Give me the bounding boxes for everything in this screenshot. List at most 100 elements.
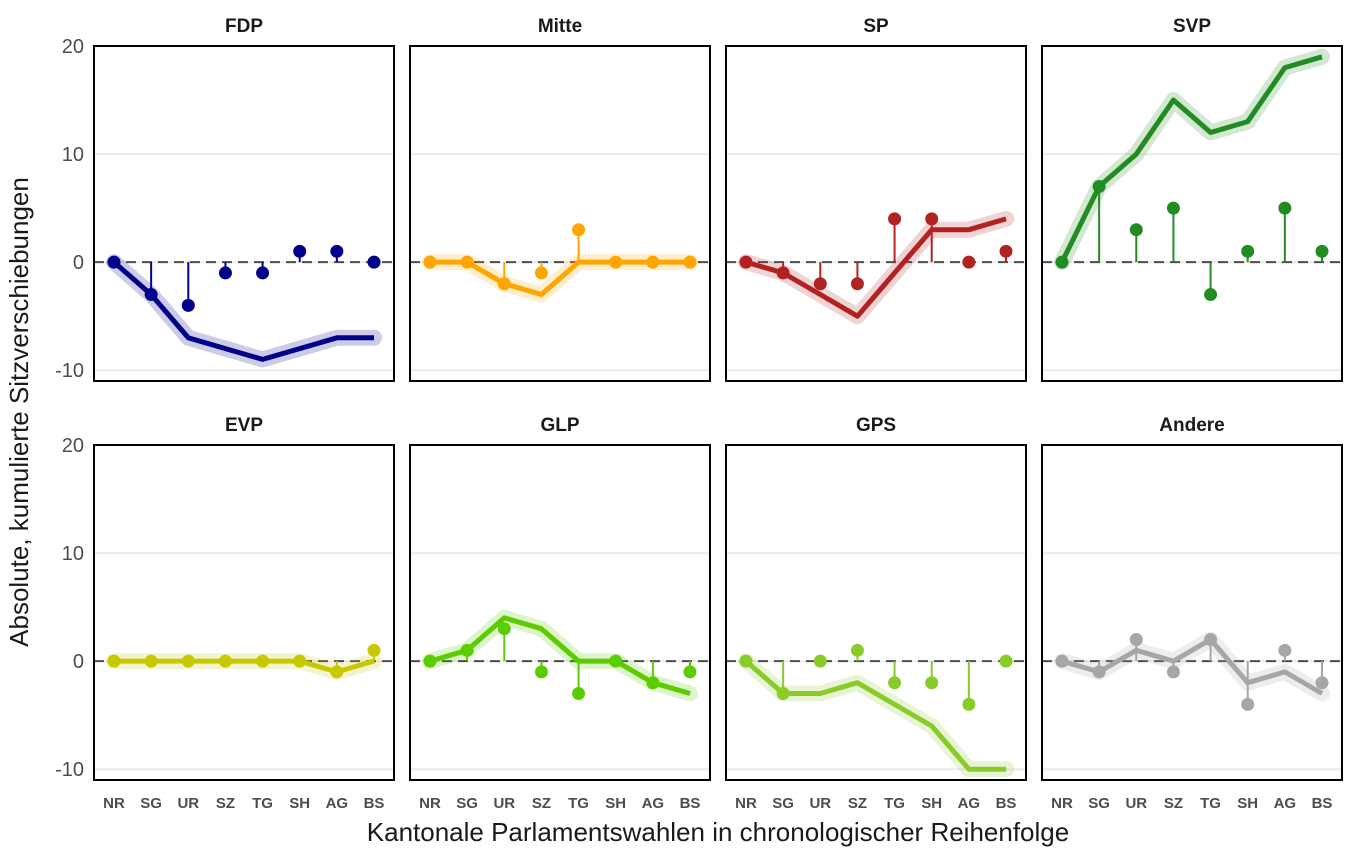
change-point xyxy=(1241,697,1255,711)
x-tick-label: BS xyxy=(364,795,385,812)
facet-panels: FDP 20 10 0 -10 Mitte SP SVP EVP 20 10 0 -10 NR SG UR SZ… xyxy=(55,16,1343,812)
change-point xyxy=(534,665,548,679)
change-point xyxy=(962,697,976,711)
change-point xyxy=(925,676,939,690)
x-tick-label: UR xyxy=(809,795,831,812)
panel-title-svp: SVP xyxy=(1173,16,1211,37)
x-tick-label: SZ xyxy=(1164,795,1183,812)
x-tick-label: BS xyxy=(996,795,1017,812)
x-tick-label: SZ xyxy=(216,795,235,812)
x-tick-label: NR xyxy=(735,795,757,812)
change-point xyxy=(367,643,381,657)
panel-border xyxy=(409,444,711,781)
change-point xyxy=(1055,255,1069,269)
x-tick-label: AG xyxy=(1274,795,1297,812)
change-point xyxy=(850,277,864,291)
x-tick-label: NR xyxy=(1051,795,1073,812)
y-tick-label: 0 xyxy=(73,651,84,673)
x-tick-label: TG xyxy=(884,795,905,812)
change-point xyxy=(330,244,344,258)
x-tick-label: TG xyxy=(252,795,273,812)
change-point xyxy=(683,665,697,679)
panel-border xyxy=(1041,444,1343,781)
change-point xyxy=(1204,288,1218,302)
change-point xyxy=(218,654,232,668)
change-point xyxy=(460,255,474,269)
cumulative-band xyxy=(106,254,382,368)
x-tick-label: UR xyxy=(1125,795,1147,812)
cumulative-line xyxy=(1061,637,1324,696)
panel-border xyxy=(725,45,1027,382)
change-point xyxy=(423,255,437,269)
y-tick-label: 0 xyxy=(73,252,84,274)
x-tick-label: AG xyxy=(642,795,665,812)
change-point xyxy=(813,277,827,291)
change-point xyxy=(999,654,1013,668)
panel-fdp: FDP 20 10 0 -10 xyxy=(55,16,395,382)
change-point xyxy=(776,687,790,701)
change-point xyxy=(1315,244,1329,258)
change-point xyxy=(460,643,474,657)
x-tick-label: SG xyxy=(772,795,794,812)
change-point xyxy=(962,255,976,269)
x-tick-label: SH xyxy=(921,795,942,812)
change-point xyxy=(1166,201,1180,215)
y-tick-label: -10 xyxy=(55,759,84,781)
cumulative-line xyxy=(1059,54,1323,264)
change-point xyxy=(107,654,121,668)
x-tick-label: SG xyxy=(456,795,478,812)
change-point xyxy=(1129,223,1143,237)
change-point xyxy=(850,643,864,657)
panel-mitte: Mitte xyxy=(409,16,711,382)
change-point xyxy=(144,288,158,302)
x-tick-label: SH xyxy=(605,795,626,812)
change-point xyxy=(1278,643,1292,657)
change-point xyxy=(572,223,586,237)
change-point xyxy=(572,687,586,701)
x-tick-label: SZ xyxy=(848,795,867,812)
change-point xyxy=(1092,665,1106,679)
change-point xyxy=(1092,179,1106,193)
change-point xyxy=(1204,633,1218,647)
change-point xyxy=(293,654,307,668)
change-point xyxy=(888,212,902,226)
x-tick-label: SG xyxy=(140,795,162,812)
change-point xyxy=(646,255,660,269)
change-point xyxy=(776,266,790,280)
x-tick-label: NR xyxy=(103,795,125,812)
change-point xyxy=(367,255,381,269)
cumulative-line xyxy=(745,216,1007,319)
x-tick-label: BS xyxy=(1312,795,1333,812)
panel-title-fdp: FDP xyxy=(225,16,263,37)
x-tick-label: SH xyxy=(289,795,310,812)
panel-title-sp: SP xyxy=(863,16,889,37)
panel-border xyxy=(93,444,395,781)
change-point xyxy=(256,654,270,668)
x-tick-label: AG xyxy=(326,795,349,812)
change-point xyxy=(144,654,158,668)
panel-title-mitte: Mitte xyxy=(538,16,582,37)
x-tick-label: UR xyxy=(493,795,515,812)
change-point xyxy=(683,255,697,269)
change-point xyxy=(330,665,344,679)
change-point xyxy=(888,676,902,690)
cumulative-line xyxy=(744,659,1006,772)
change-point xyxy=(218,266,232,280)
change-point xyxy=(1129,633,1143,647)
panel-evp: EVP 20 10 0 -10 NR SG UR SZ TG SH AG BS xyxy=(55,415,395,812)
panel-glp: GLP NR SG UR SZ TG SH AG BS xyxy=(409,415,711,812)
y-tick-label: 10 xyxy=(62,543,84,565)
x-tick-label: AG xyxy=(958,795,981,812)
y-tick-label: -10 xyxy=(55,360,84,382)
change-point xyxy=(497,622,511,636)
cumulative-line xyxy=(112,260,374,362)
panel-border xyxy=(93,45,395,382)
change-point xyxy=(1278,201,1292,215)
change-point xyxy=(181,654,195,668)
change-point xyxy=(1315,676,1329,690)
change-point xyxy=(497,277,511,291)
change-point xyxy=(107,255,121,269)
change-point xyxy=(925,212,939,226)
change-point xyxy=(534,266,548,280)
